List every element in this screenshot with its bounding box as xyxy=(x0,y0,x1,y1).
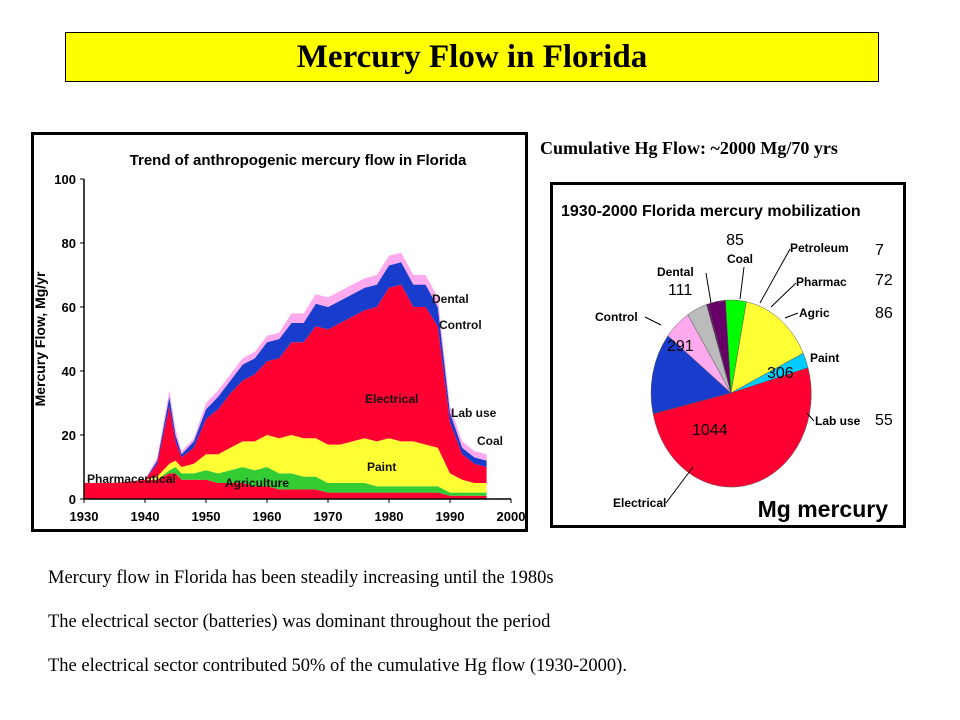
pie-label-petroleum: Petroleum xyxy=(790,241,849,255)
leader-dental xyxy=(705,272,712,304)
leader-electrical xyxy=(665,466,694,504)
pie-value-petroleum: 7 xyxy=(875,242,884,259)
series-label-electrical: Electrical xyxy=(365,392,418,406)
x-tick-label: 1990 xyxy=(436,509,465,524)
leader-lab-use xyxy=(806,412,815,422)
area-series-electrical xyxy=(84,284,487,483)
pie-label-pharmac: Pharmac xyxy=(796,275,847,289)
y-tick-label: 60 xyxy=(62,300,76,315)
title-banner: Mercury Flow in Florida xyxy=(65,32,879,82)
area-chart-panel: Trend of anthropogenic mercury flow in F… xyxy=(31,132,528,532)
pie-label-electrical: Electrical xyxy=(613,496,666,510)
pie-label-dental: Dental xyxy=(657,265,694,279)
pie-label-coal: Coal xyxy=(727,252,753,266)
leader-coal xyxy=(739,266,745,300)
pie-chart: 1930-2000 Florida mercury mobilization Mg… xyxy=(561,203,893,522)
y-tick-label: 100 xyxy=(54,172,76,187)
x-tick-label: 1950 xyxy=(192,509,221,524)
area-series-agriculture xyxy=(84,467,487,496)
series-label-coal: Coal xyxy=(477,434,503,448)
series-label-paint: Paint xyxy=(367,460,396,474)
cumulative-flow-title: Cumulative Hg Flow: ~2000 Mg/70 yrs xyxy=(540,138,838,158)
series-label-dental: Dental xyxy=(432,292,469,306)
pie-unit-label: Mg mercury xyxy=(758,496,889,522)
area-chart-title: Trend of anthropogenic mercury flow in F… xyxy=(130,152,467,169)
pie-label-paint: Paint xyxy=(810,351,839,365)
leader-control xyxy=(644,316,662,326)
pie-value-pharmac: 72 xyxy=(875,272,893,289)
leader-petroleum xyxy=(759,248,791,304)
caption-contribution: The electrical sector contributed 50% of… xyxy=(48,656,627,676)
area-chart: Trend of anthropogenic mercury flow in F… xyxy=(34,152,525,524)
series-label-pharmaceutical: Pharmaceutical xyxy=(87,472,176,486)
y-tick-label: 40 xyxy=(62,364,76,379)
y-tick-label: 80 xyxy=(62,236,76,251)
page-title: Mercury Flow in Florida xyxy=(296,38,648,75)
leader-pharmac xyxy=(770,282,797,308)
x-tick-label: 1980 xyxy=(375,509,404,524)
pie-slice-paint xyxy=(730,301,804,394)
series-label-control: Control xyxy=(439,318,482,332)
series-label-agriculture: Agriculture xyxy=(225,476,289,490)
pie-label-agric: Agric xyxy=(799,306,830,320)
pie-chart-panel: 1930-2000 Florida mercury mobilization Mg… xyxy=(550,182,906,528)
pie-slice-control xyxy=(650,335,732,415)
y-tick-label: 0 xyxy=(69,492,76,507)
y-tick-label: 20 xyxy=(62,428,76,443)
caption-dominance: The electrical sector (batteries) was do… xyxy=(48,612,551,632)
pie-value-coal: 85 xyxy=(726,232,744,249)
area-series-paint xyxy=(84,435,487,493)
y-axis-label: Mercury Flow, Mg/yr xyxy=(34,271,48,406)
series-label-lab-use: Lab use xyxy=(451,406,497,420)
x-tick-label: 1930 xyxy=(70,509,99,524)
pie-value-paint: 306 xyxy=(767,365,794,382)
x-tick-label: 2000 xyxy=(497,509,525,524)
pie-value-electrical: 1044 xyxy=(692,422,728,439)
pie-label-control: Control xyxy=(595,310,638,324)
pie-label-lab-use: Lab use xyxy=(815,414,861,428)
caption-trend: Mercury flow in Florida has been steadil… xyxy=(48,568,554,588)
pie-value-control: 291 xyxy=(667,338,694,355)
pie-slice-electrical xyxy=(652,367,812,488)
x-tick-label: 1970 xyxy=(314,509,343,524)
leader-agric xyxy=(784,312,799,319)
x-tick-label: 1960 xyxy=(253,509,282,524)
pie-value-lab-use: 55 xyxy=(875,412,893,429)
pie-value-agric: 86 xyxy=(875,305,893,322)
pie-value-dental: 111 xyxy=(668,282,692,299)
x-tick-label: 1940 xyxy=(131,509,160,524)
pie-chart-title: 1930-2000 Florida mercury mobilization xyxy=(561,203,861,220)
